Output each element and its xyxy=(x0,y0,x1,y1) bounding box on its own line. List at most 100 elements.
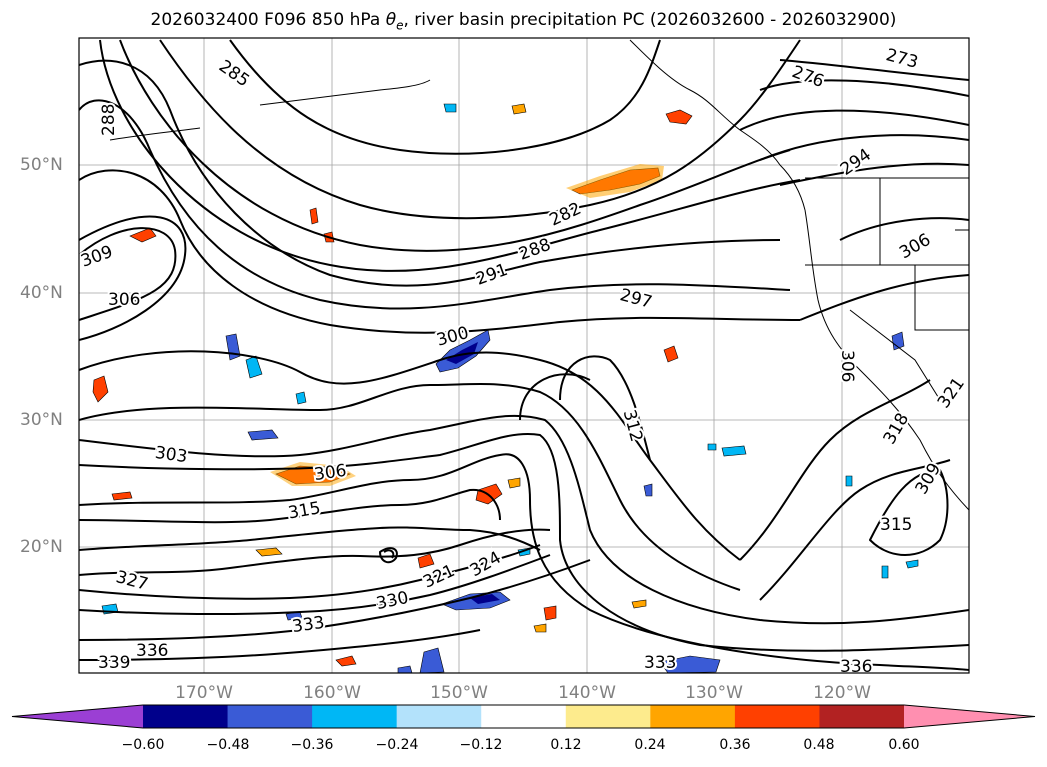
colorbar-segment xyxy=(481,705,567,728)
title-theta-symbol: θ xyxy=(385,10,397,30)
colorbar-segment xyxy=(819,705,905,728)
state-border xyxy=(849,309,941,401)
coastline-alaska xyxy=(629,39,806,211)
patch-positive xyxy=(511,103,527,115)
patch-positive xyxy=(663,345,679,363)
contour-line xyxy=(79,59,781,287)
colorbar-extend-low xyxy=(12,705,143,728)
contour-line xyxy=(739,379,931,561)
contour-line xyxy=(79,215,187,341)
lon-tick-label: 160°W xyxy=(303,683,361,703)
patch-negative xyxy=(721,445,747,457)
contour-line xyxy=(869,469,949,556)
patch-positive xyxy=(533,623,547,633)
contour-line xyxy=(519,373,591,421)
patch-positive xyxy=(111,491,133,501)
colorbar-segment xyxy=(396,705,482,728)
patch-negative xyxy=(707,443,717,451)
plot-frame xyxy=(78,37,970,674)
colorbar-label: 0.36 xyxy=(719,737,751,753)
colorbar-label: 0.48 xyxy=(803,737,835,753)
lon-tick-label: 150°W xyxy=(430,683,488,703)
colorbar-label: −0.12 xyxy=(459,737,503,753)
patch-negative xyxy=(905,559,919,569)
colorbar-segment xyxy=(734,705,820,728)
lat-tick-label: 50°N xyxy=(20,155,63,175)
contour-line xyxy=(79,488,501,524)
map-title: 2026032400 F096 850 hPa θe, river basin … xyxy=(0,10,1047,32)
contour-line xyxy=(799,274,969,321)
colorbar-segment xyxy=(650,705,736,728)
contour-line xyxy=(739,109,969,131)
colorbar-extend-high xyxy=(904,705,1035,728)
patch-negative xyxy=(891,331,905,351)
contour-label: 333 xyxy=(644,653,676,673)
contour-line xyxy=(79,526,541,551)
colorbar-segment xyxy=(312,705,398,728)
lat-tick-label: 20°N xyxy=(20,537,63,557)
patch-positive xyxy=(507,477,521,489)
contour-line xyxy=(79,559,591,641)
contour-line xyxy=(379,547,398,564)
contour-label: 306 xyxy=(837,350,857,382)
state-border xyxy=(914,265,969,331)
lat-tick-label: 40°N xyxy=(20,283,63,303)
patch-negative xyxy=(643,483,653,497)
coastline-aleutians xyxy=(259,79,431,106)
title-theta-subscript: e xyxy=(396,18,404,33)
lon-tick-label: 140°W xyxy=(558,683,616,703)
contour-line xyxy=(79,169,801,334)
contour-label: 336 xyxy=(136,641,168,661)
contour-line xyxy=(383,549,395,559)
contour-line xyxy=(779,59,969,81)
contour-line xyxy=(79,453,969,671)
contour-label: 288 xyxy=(99,104,119,136)
contour-label: 303 xyxy=(154,443,189,467)
contour-line xyxy=(79,544,541,600)
title-main: 2026032400 F096 850 hPa xyxy=(150,10,386,30)
lon-tick-label: 120°W xyxy=(813,683,871,703)
contour-line xyxy=(229,39,661,155)
patch-positive xyxy=(631,599,647,609)
contour-label: 315 xyxy=(880,515,912,535)
coastlines xyxy=(109,39,969,511)
colorbar-label: −0.36 xyxy=(290,737,334,753)
contour-line xyxy=(79,528,551,576)
colorbar-outline xyxy=(11,704,1036,729)
lon-tick-label: 130°W xyxy=(685,683,743,703)
patch-positive xyxy=(255,547,283,557)
colorbar-label: 0.60 xyxy=(888,737,920,753)
contour-label: 336 xyxy=(840,657,872,677)
patch-positive xyxy=(309,207,319,225)
patch-positive xyxy=(665,109,693,125)
contour-line xyxy=(759,459,951,601)
contour-line xyxy=(159,39,801,220)
contour-line xyxy=(779,162,969,186)
patch-negative xyxy=(419,647,445,673)
lat-tick-label: 30°N xyxy=(20,410,63,430)
patch-positive xyxy=(92,375,109,403)
contour-line xyxy=(79,382,741,591)
patch-negative xyxy=(443,103,457,113)
patch-negative xyxy=(845,475,853,487)
colorbar-label: −0.24 xyxy=(375,737,419,753)
colorbar-label: 0.24 xyxy=(634,737,666,753)
contour-label: 306 xyxy=(108,290,140,310)
patch-negative xyxy=(295,391,307,405)
colorbar xyxy=(11,704,1036,729)
patch-negative xyxy=(247,429,279,441)
colorbar-label: −0.48 xyxy=(206,737,250,753)
contour-line xyxy=(759,79,969,97)
contour-line xyxy=(79,99,791,310)
colorbar-segment xyxy=(227,705,313,728)
coastline-na-west xyxy=(804,209,969,511)
patch-positive xyxy=(543,605,557,621)
colorbar-label: 0.12 xyxy=(550,737,582,753)
patch-negative xyxy=(659,655,721,673)
patch-positive xyxy=(335,655,357,667)
colorbar-segment xyxy=(565,705,651,728)
colorbar-label: −0.60 xyxy=(121,737,165,753)
theta-e-contours xyxy=(79,39,969,671)
patch-positive xyxy=(129,227,157,243)
